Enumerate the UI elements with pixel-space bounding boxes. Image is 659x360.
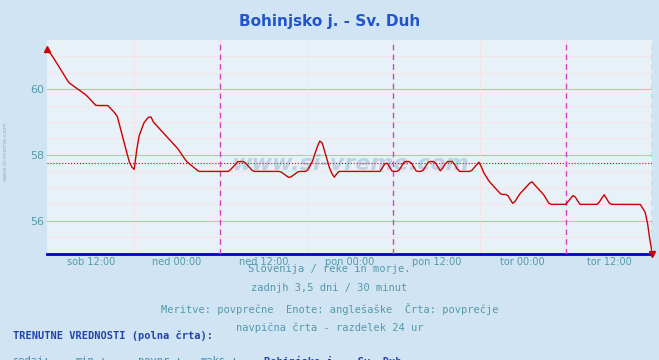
Text: min.:: min.: [76, 356, 107, 360]
Text: navpična črta - razdelek 24 ur: navpična črta - razdelek 24 ur [236, 323, 423, 333]
Text: zadnjh 3,5 dni / 30 minut: zadnjh 3,5 dni / 30 minut [251, 283, 408, 293]
Text: www.si-vreme.com: www.si-vreme.com [231, 154, 469, 174]
Text: www.si-vreme.com: www.si-vreme.com [3, 121, 8, 181]
Text: Bohinjsko j. - Sv. Duh: Bohinjsko j. - Sv. Duh [239, 14, 420, 29]
Text: Bohinjsko j. - Sv. Duh: Bohinjsko j. - Sv. Duh [264, 356, 401, 360]
Text: maks.:: maks.: [201, 356, 239, 360]
Text: Slovenija / reke in morje.: Slovenija / reke in morje. [248, 264, 411, 274]
Text: TRENUTNE VREDNOSTI (polna črta):: TRENUTNE VREDNOSTI (polna črta): [13, 330, 213, 341]
Text: Meritve: povprečne  Enote: anglešaške  Črta: povprečje: Meritve: povprečne Enote: anglešaške Črt… [161, 303, 498, 315]
Text: sedaj:: sedaj: [13, 356, 51, 360]
Text: povpr.:: povpr.: [138, 356, 182, 360]
